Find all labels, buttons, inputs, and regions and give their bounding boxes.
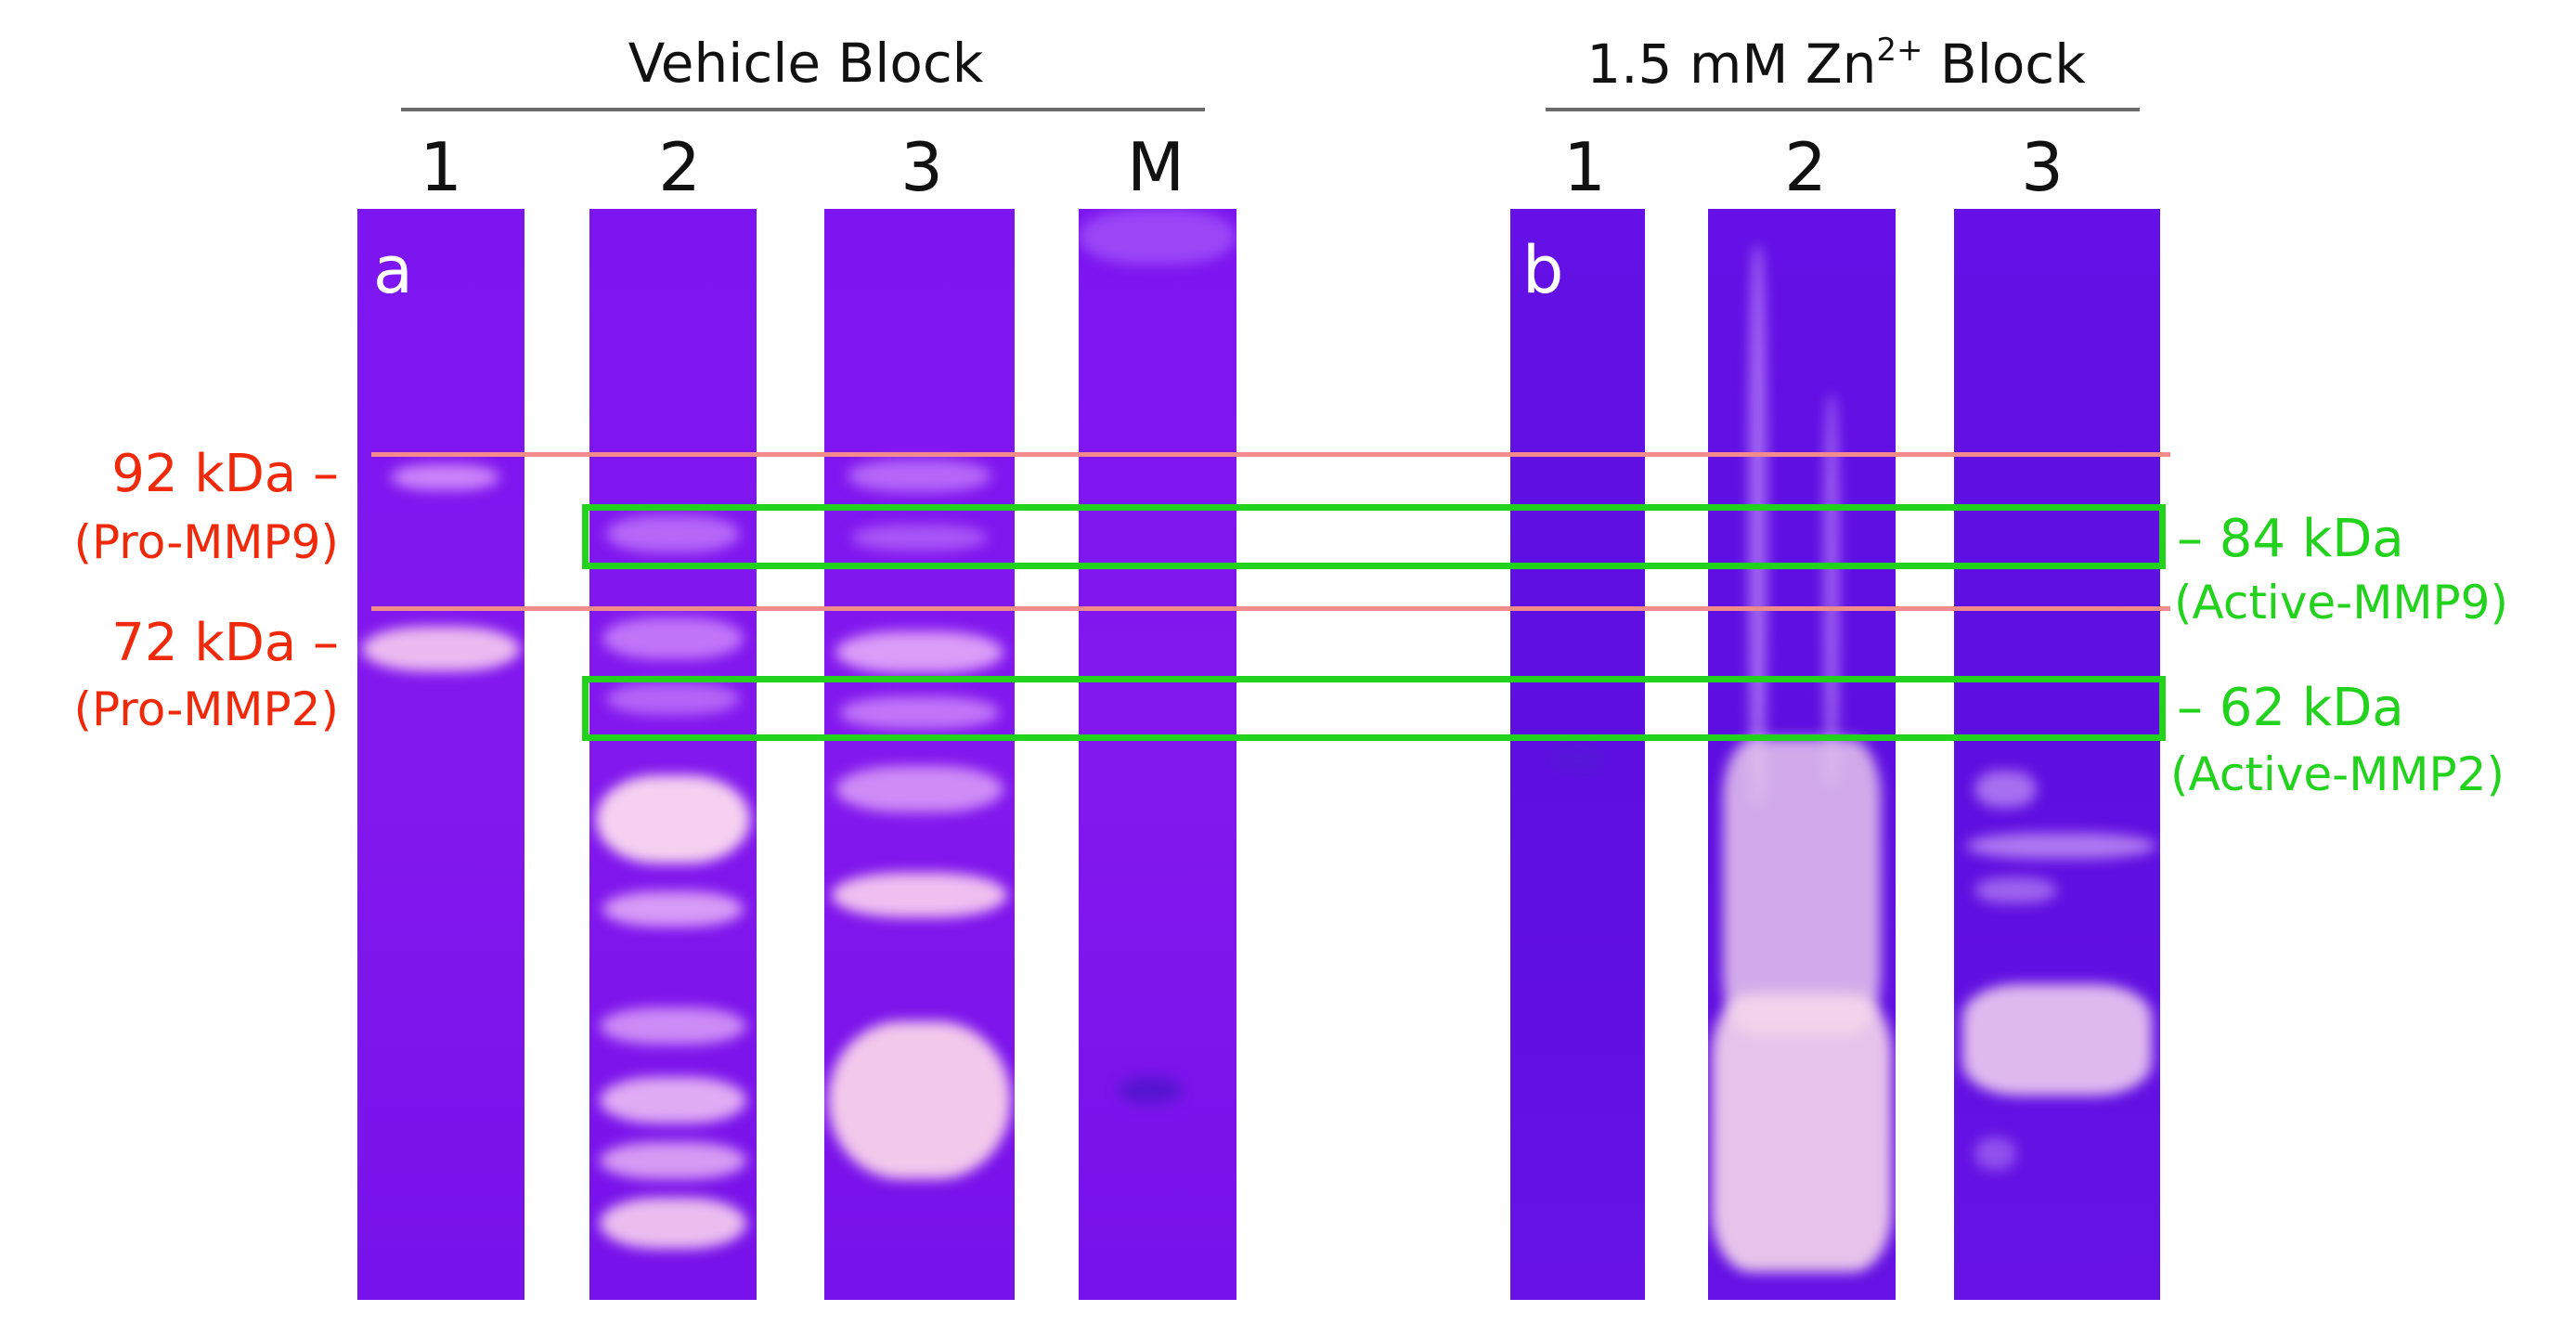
gel-band [1974,877,2057,903]
gel-band [1961,984,2153,1096]
marker-62kda-label: – 62 kDa [2177,678,2404,738]
gel-band [850,525,989,551]
reference-line-92kda [371,452,2170,457]
marker-active-mmp9-label: (Active-MMP9) [2174,576,2508,630]
gel-lane-vehicle-1 [357,209,524,1300]
gel-band [1079,209,1236,265]
zinc-block-title-prefix: 1.5 mM Zn [1586,32,1877,96]
gel-band [599,1142,747,1179]
gel-band [599,1198,747,1249]
gel-lane-vehicle-m [1079,209,1236,1300]
gel-band [362,627,520,671]
gel-band [602,891,744,927]
marker-active-mmp2-label: (Active-MMP2) [2170,747,2505,801]
marker-84kda-label: – 84 kDa [2177,509,2404,569]
gel-band [596,775,750,863]
vehicle-lane-label-3: 3 [900,128,943,206]
gel-band [832,873,1007,917]
gel-band [1550,747,1605,771]
gel-band [1723,738,1881,1035]
panel-letter-b: b [1522,232,1564,308]
active-mmp2-box [582,676,2166,741]
zinc-block-title-suffix: Block [1922,32,2086,96]
marker-92kda-label: 92 kDa – [111,444,339,504]
active-mmp9-box [582,504,2166,569]
marker-72kda-label: 72 kDa – [111,613,339,673]
gel-band [606,515,740,552]
gel-band [1749,246,1767,803]
gel-lane-vehicle-3 [824,209,1015,1300]
gel-band [391,464,499,490]
gel-band [847,460,992,492]
gel-band [602,617,744,659]
zinc-block-title-superscript: 2+ [1876,32,1923,69]
zinc-lane-label-2: 2 [1784,128,1827,206]
gel-band [606,682,740,715]
zinc-block-title: 1.5 mM Zn2+ Block [1586,32,2086,96]
gel-band [839,696,1000,729]
gel-lane-vehicle-2 [589,209,757,1300]
gel-band [835,766,1003,812]
reference-line-72kda [371,606,2170,611]
panel-letter-a: a [373,232,413,308]
marker-pro-mmp9-label: (Pro-MMP9) [73,515,339,569]
gel-lane-zinc-3 [1954,209,2160,1300]
vehicle-lane-label-m: M [1126,128,1185,206]
marker-pro-mmp2-label: (Pro-MMP2) [73,682,339,736]
zinc-lane-label-3: 3 [2021,128,2064,206]
gel-band [835,631,1003,673]
gel-band [828,1021,1011,1179]
vehicle-block-rule [401,108,1205,111]
vehicle-block-title: Vehicle Block [628,32,984,95]
gel-band [1974,771,2037,808]
gel-band [1966,833,2156,859]
gel-lane-zinc-1 [1510,209,1645,1300]
gel-band [599,1077,747,1123]
gel-band [1974,1137,2016,1170]
gel-lane-zinc-2 [1708,209,1896,1300]
gel-band [1712,993,1892,1272]
gel-band [1824,395,1840,785]
gel-band [1118,1077,1182,1103]
gel-band [599,1007,747,1045]
vehicle-lane-label-1: 1 [420,128,462,206]
vehicle-lane-label-2: 2 [658,128,701,206]
zinc-block-rule [1546,108,2140,111]
zinc-lane-label-1: 1 [1563,128,1606,206]
